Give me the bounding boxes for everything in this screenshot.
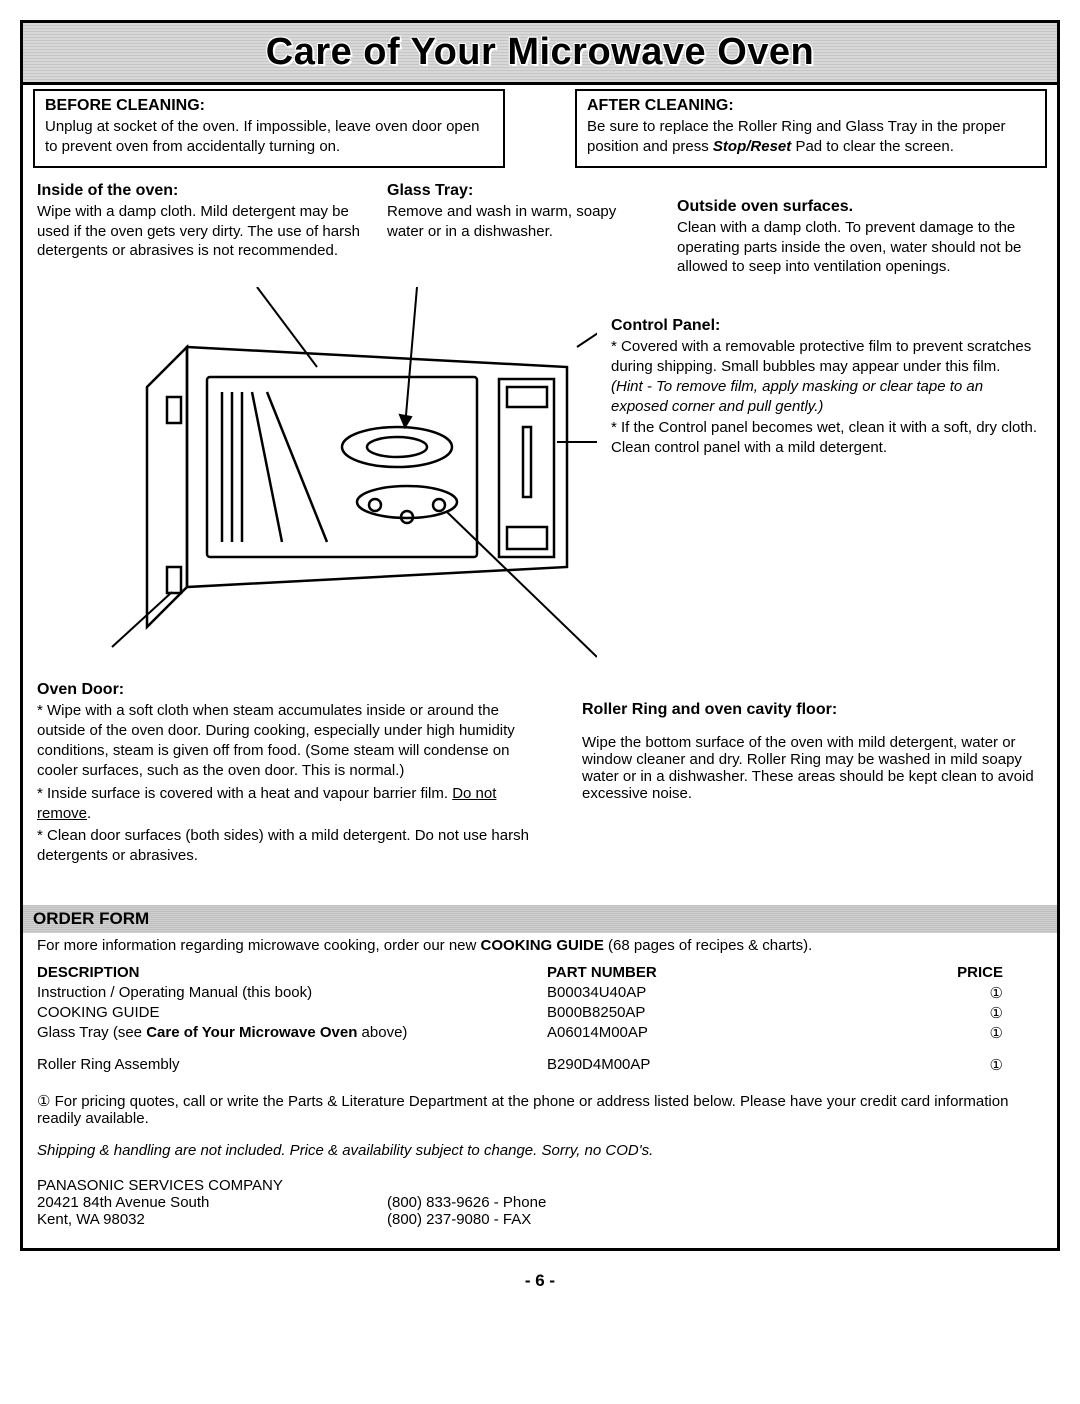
desc-cell: COOKING GUIDE (37, 1004, 547, 1022)
mid-area: Control Panel: Covered with a removable … (37, 287, 1043, 677)
price-cell: ① (847, 1056, 1043, 1074)
inside-body: Wipe with a damp cloth. Mild detergent m… (37, 202, 367, 261)
bottom-row: Oven Door: Wipe with a soft cloth when s… (37, 677, 1043, 869)
oven-door-list: Wipe with a soft cloth when steam accumu… (37, 701, 542, 867)
desc-bold: Care of Your Microwave Oven (146, 1024, 357, 1041)
after-cleaning-box: AFTER CLEANING: Be sure to replace the R… (575, 89, 1047, 168)
top-label-row: Inside of the oven: Wipe with a damp clo… (37, 182, 1043, 277)
contact-block: PANASONIC SERVICES COMPANY 20421 84th Av… (37, 1177, 1043, 1228)
cp-item-0: Covered with a removable protective film… (611, 338, 1031, 375)
control-panel-item: If the Control panel becomes wet, clean … (611, 418, 1043, 459)
shipping-note: Shipping & handling are not included. Pr… (37, 1142, 1043, 1159)
order-form-banner: ORDER FORM (23, 905, 1057, 933)
desc-cell: Instruction / Operating Manual (this boo… (37, 984, 547, 1002)
outside-body: Clean with a damp cloth. To prevent dama… (677, 218, 1023, 277)
after-heading: AFTER CLEANING: (587, 97, 1035, 115)
oven-door-section: Oven Door: Wipe with a soft cloth when s… (37, 681, 542, 869)
price-cell: ① (847, 1004, 1043, 1022)
contact-phone: (800) 833-9626 - Phone (387, 1194, 1043, 1211)
order-intro: For more information regarding microwave… (37, 937, 1043, 954)
after-body: Be sure to replace the Roller Ring and G… (587, 117, 1035, 156)
microwave-illustration (37, 287, 597, 677)
contact-addr1: 20421 84th Avenue South (37, 1194, 387, 1211)
before-cleaning-box: BEFORE CLEANING: Unplug at socket of the… (33, 89, 505, 168)
roller-heading: Roller Ring and oven cavity floor: (582, 701, 1043, 719)
part-cell: B290D4M00AP (547, 1056, 847, 1074)
control-panel-item: Covered with a removable protective film… (611, 337, 1043, 418)
order-intro-pre: For more information regarding microwave… (37, 937, 481, 954)
glass-tray-heading: Glass Tray: (387, 182, 657, 200)
col-part-number: PART NUMBER (547, 964, 847, 981)
pricing-note: ① For pricing quotes, call or write the … (37, 1092, 1043, 1127)
control-panel-list: Covered with a removable protective film… (611, 337, 1043, 459)
desc-cell: Roller Ring Assembly (37, 1056, 547, 1074)
roller-body: Wipe the bottom surface of the oven with… (582, 734, 1043, 802)
oven-door-item: Inside surface is covered with a heat an… (37, 784, 542, 825)
oven-door-item: Clean door surfaces (both sides) with a … (37, 826, 542, 867)
price-cell: ① (847, 984, 1043, 1002)
title-banner: Care of Your Microwave Oven (23, 23, 1057, 85)
order-intro-bold: COOKING GUIDE (481, 937, 604, 954)
outside-section: Outside oven surfaces. Clean with a damp… (677, 182, 1043, 277)
order-form-body: For more information regarding microwave… (23, 933, 1057, 1248)
contact-name: PANASONIC SERVICES COMPANY (37, 1177, 387, 1194)
page-number: - 6 - (20, 1271, 1060, 1291)
contact-addr2: Kent, WA 98032 (37, 1211, 387, 1228)
part-cell: B00034U40AP (547, 984, 847, 1002)
oven-door-item: Wipe with a soft cloth when steam accumu… (37, 701, 542, 782)
oven-door-heading: Oven Door: (37, 681, 542, 699)
inside-oven-section: Inside of the oven: Wipe with a damp clo… (37, 182, 387, 277)
after-body-bold: Stop/Reset (713, 138, 791, 155)
od-pre: Inside surface is covered with a heat an… (47, 785, 452, 802)
contact-fax: (800) 237-9080 - FAX (387, 1211, 1043, 1228)
page-border: Care of Your Microwave Oven BEFORE CLEAN… (20, 20, 1060, 1251)
order-row: Instruction / Operating Manual (this boo… (37, 984, 1043, 1002)
glass-tray-section: Glass Tray: Remove and wash in warm, soa… (387, 182, 677, 277)
part-cell: A06014M00AP (547, 1024, 847, 1042)
order-intro-post: (68 pages of recipes & charts). (604, 937, 812, 954)
control-panel-section: Control Panel: Covered with a removable … (611, 317, 1043, 459)
order-row: Glass Tray (see Care of Your Microwave O… (37, 1024, 1043, 1042)
control-panel-heading: Control Panel: (611, 317, 1043, 335)
desc-pre: Glass Tray (see (37, 1024, 146, 1041)
col-description: DESCRIPTION (37, 964, 547, 981)
right-column: Control Panel: Covered with a removable … (597, 287, 1043, 677)
cp-hint: (Hint - To remove film, apply masking or… (611, 378, 983, 415)
part-cell: B000B8250AP (547, 1004, 847, 1022)
glass-tray-body: Remove and wash in warm, soapy water or … (387, 202, 657, 241)
col-price: PRICE (847, 964, 1043, 981)
order-row: COOKING GUIDE B000B8250AP ① (37, 1004, 1043, 1022)
before-heading: BEFORE CLEANING: (45, 97, 493, 115)
main-area: Inside of the oven: Wipe with a damp clo… (23, 178, 1057, 887)
price-cell: ① (847, 1024, 1043, 1042)
contact-phone-block: (800) 833-9626 - Phone (800) 237-9080 - … (387, 1177, 1043, 1228)
desc-cell: Glass Tray (see Care of Your Microwave O… (37, 1024, 547, 1042)
order-row: Roller Ring Assembly B290D4M00AP ① (37, 1056, 1043, 1074)
after-body-post: Pad to clear the screen. (791, 138, 954, 155)
order-table-header: DESCRIPTION PART NUMBER PRICE (37, 964, 1043, 981)
roller-section: Roller Ring and oven cavity floor: Wipe … (582, 677, 1043, 869)
contact-address: PANASONIC SERVICES COMPANY 20421 84th Av… (37, 1177, 387, 1228)
page-title: Care of Your Microwave Oven (266, 31, 815, 73)
outside-heading: Outside oven surfaces. (677, 198, 1023, 216)
inside-heading: Inside of the oven: (37, 182, 367, 200)
before-body: Unplug at socket of the oven. If impossi… (45, 117, 493, 156)
notice-row: BEFORE CLEANING: Unplug at socket of the… (23, 85, 1057, 178)
microwave-diagram (37, 287, 597, 677)
desc-post: above) (357, 1024, 407, 1041)
